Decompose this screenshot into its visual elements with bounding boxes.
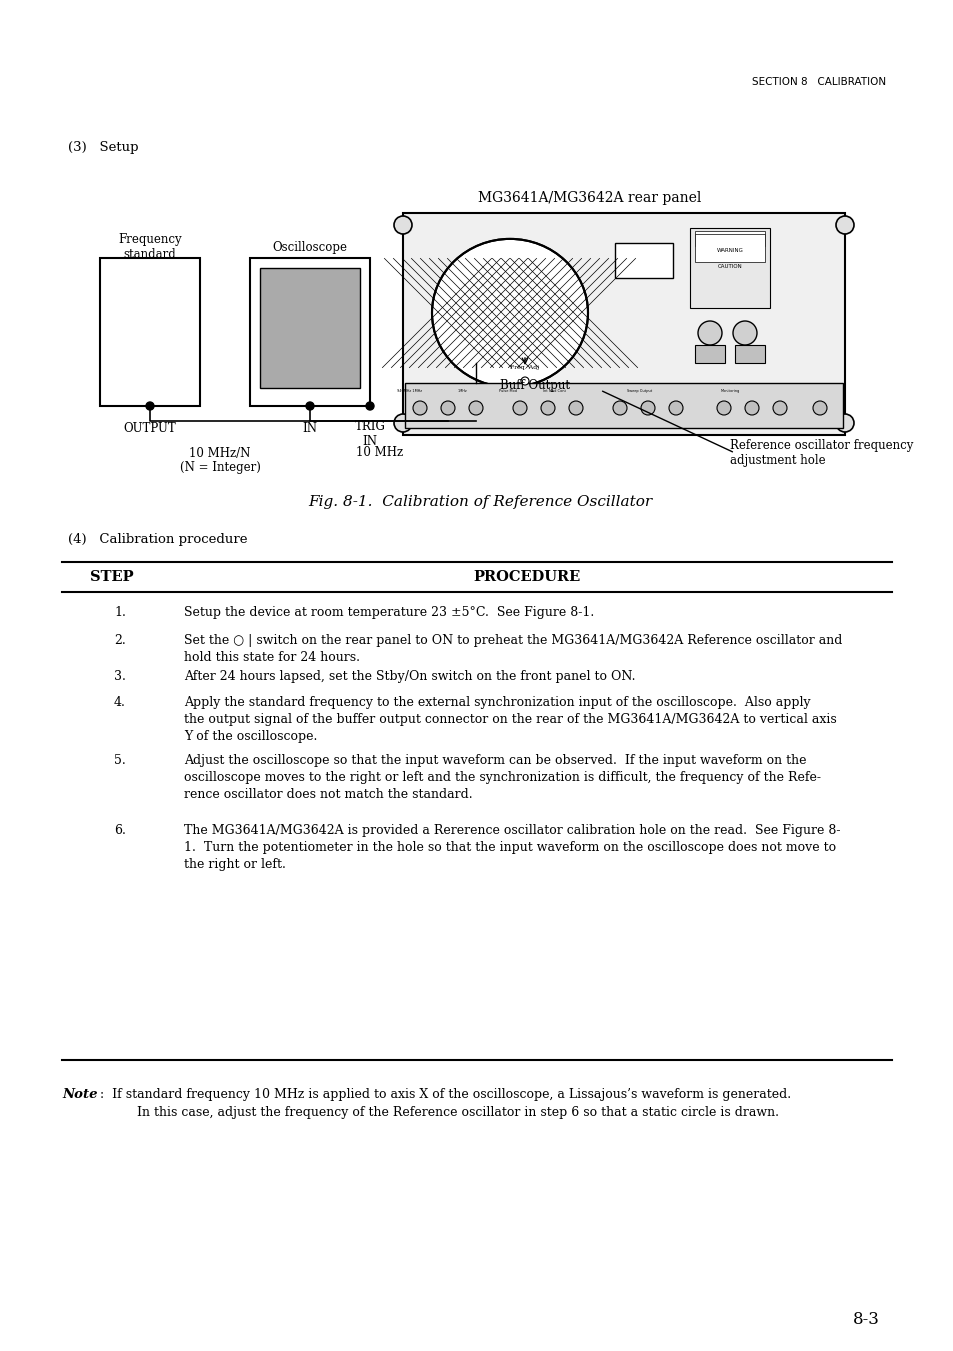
Bar [695, 234, 764, 262]
Text: 1MHz: 1MHz [456, 389, 466, 393]
Ellipse shape [432, 239, 587, 388]
Circle shape [732, 322, 757, 345]
Text: PROCEDURE: PROCEDURE [473, 570, 580, 584]
Circle shape [146, 403, 153, 409]
Circle shape [835, 413, 853, 432]
Circle shape [440, 401, 455, 415]
Text: Set the ○ | switch on the rear panel to ON to preheat the MG3641A/MG3642A Refere: Set the ○ | switch on the rear panel to … [184, 634, 841, 663]
Text: 10 MHz: 10 MHz [356, 446, 403, 459]
Text: (N = Integer): (N = Integer) [179, 462, 260, 474]
Text: Oscilloscope: Oscilloscope [273, 240, 347, 254]
Text: 1.: 1. [114, 607, 126, 619]
Text: Buff Output: Buff Output [499, 378, 569, 392]
Circle shape [520, 377, 529, 385]
Circle shape [717, 401, 730, 415]
Circle shape [668, 401, 682, 415]
Circle shape [394, 413, 412, 432]
Bar [250, 258, 370, 407]
Text: 4.: 4. [114, 696, 126, 709]
Circle shape [744, 401, 759, 415]
Bar [689, 228, 769, 308]
Bar [405, 382, 842, 428]
Bar [695, 231, 764, 246]
Text: 6.: 6. [114, 824, 126, 838]
Text: Monitoring: Monitoring [720, 389, 739, 393]
Text: IN: IN [302, 422, 317, 435]
Circle shape [540, 401, 555, 415]
Text: 5.: 5. [114, 754, 126, 767]
Circle shape [698, 322, 721, 345]
Bar [615, 243, 672, 278]
Text: Apply the standard frequency to the external synchronization input of the oscill: Apply the standard frequency to the exte… [184, 696, 836, 743]
Text: (4)   Calibration procedure: (4) Calibration procedure [68, 534, 247, 547]
Circle shape [394, 216, 412, 234]
Text: After 24 hours lapsed, set the Stby/On switch on the front panel to ON.: After 24 hours lapsed, set the Stby/On s… [184, 670, 635, 684]
Circle shape [366, 403, 374, 409]
Text: CAUTION: CAUTION [717, 263, 741, 269]
Text: SECTION 8   CALIBRATION: SECTION 8 CALIBRATION [751, 77, 885, 86]
Text: Setup the device at room temperature 23 ±5°C.  See Figure 8-1.: Setup the device at room temperature 23 … [184, 607, 594, 619]
Text: Frequency
standard: Frequency standard [118, 232, 182, 261]
Bar [695, 345, 724, 363]
Text: In this case, adjust the frequency of the Reference oscillator in step 6 so that: In this case, adjust the frequency of th… [137, 1106, 779, 1119]
Text: Sweep Output: Sweep Output [627, 389, 652, 393]
Text: 2.: 2. [114, 634, 126, 647]
Text: OUTPUT: OUTPUT [124, 422, 176, 435]
Bar [402, 213, 844, 435]
Text: :  If standard frequency 10 MHz is applied to axis X of the oscilloscope, a Liss: : If standard frequency 10 MHz is applie… [96, 1088, 790, 1101]
Text: TRIG
IN: TRIG IN [355, 420, 385, 449]
Circle shape [835, 216, 853, 234]
Circle shape [413, 401, 427, 415]
Text: WARNING: WARNING [716, 247, 742, 253]
Text: Int Mod Cont: Int Mod Cont [543, 389, 566, 393]
Text: Fig. 8-1.  Calibration of Reference Oscillator: Fig. 8-1. Calibration of Reference Oscil… [308, 494, 652, 509]
Text: 940MHz 1MHz: 940MHz 1MHz [397, 389, 422, 393]
Circle shape [568, 401, 582, 415]
Circle shape [306, 403, 314, 409]
Text: Adjust the oscilloscope so that the input waveform can be observed.  If the inpu: Adjust the oscilloscope so that the inpu… [184, 754, 821, 801]
Text: Pulse Mod: Pulse Mod [498, 389, 517, 393]
Text: STEP: STEP [91, 570, 133, 584]
Text: 10 MHz/N: 10 MHz/N [189, 446, 251, 459]
Text: 8-3: 8-3 [852, 1312, 879, 1328]
Text: Note: Note [62, 1088, 97, 1101]
Bar [734, 345, 764, 363]
Text: 3.: 3. [114, 670, 126, 684]
Text: (3)   Setup: (3) Setup [68, 142, 138, 154]
Text: Freq. Adj: Freq. Adj [510, 366, 539, 370]
Text: The MG3641A/MG3642A is provided a Rererence oscillator calibration hole on the r: The MG3641A/MG3642A is provided a Rerere… [184, 824, 840, 871]
Text: Reference oscillator frequency
adjustment hole: Reference oscillator frequency adjustmen… [729, 439, 912, 467]
Bar [260, 267, 359, 388]
Circle shape [772, 401, 786, 415]
Bar [100, 258, 200, 407]
Circle shape [469, 401, 482, 415]
Text: MG3641A/MG3642A rear panel: MG3641A/MG3642A rear panel [477, 190, 701, 205]
Circle shape [613, 401, 626, 415]
Circle shape [640, 401, 655, 415]
Circle shape [812, 401, 826, 415]
Circle shape [513, 401, 526, 415]
